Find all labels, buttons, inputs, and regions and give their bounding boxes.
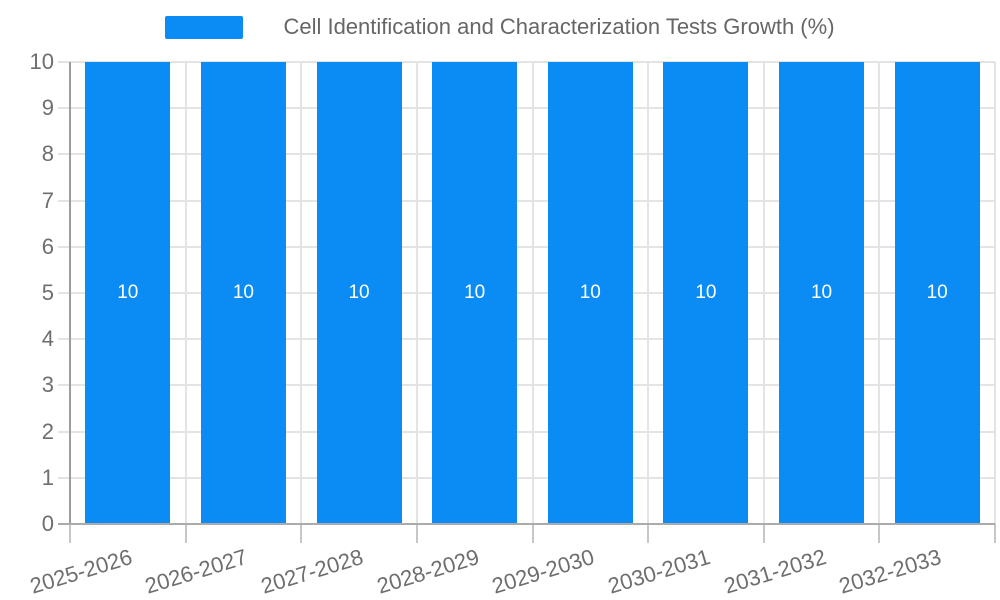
x-gridline [647,62,650,524]
x-tick-mark [531,524,534,543]
y-tick-label: 0 [41,511,54,536]
y-gridline [58,61,995,63]
bar[interactable] [663,62,749,524]
bar[interactable] [85,62,171,524]
bar-value-label: 10 [348,282,370,303]
y-gridline [58,107,995,110]
bar[interactable] [432,62,518,524]
y-tick-label: 3 [41,372,54,398]
x-tick-mark [647,524,650,543]
bar-value-label: 10 [695,282,717,303]
x-gridline [762,62,765,524]
y-gridline [58,384,995,387]
y-tick-label: 7 [41,187,54,213]
x-tick-mark [415,524,418,543]
y-gridline [58,338,995,341]
bar[interactable] [894,62,980,524]
x-tick-mark [69,524,71,543]
y-gridline [58,292,995,294]
y-tick-label: 10 [29,49,54,74]
y-axis-line [69,62,71,524]
bar[interactable] [547,62,633,524]
x-tick-mark [878,524,881,543]
bar[interactable] [316,62,402,524]
y-tick-label: 8 [41,141,54,167]
x-axis-line [58,523,995,525]
y-tick-label: 1 [41,464,54,490]
bar[interactable] [779,62,865,524]
legend-swatch-icon [165,15,244,39]
y-gridline [58,430,995,433]
bar-value-label: 10 [579,282,601,303]
x-gridline [415,62,418,524]
x-gridline [531,62,534,524]
x-tick-mark [994,524,996,543]
x-gridline [300,62,303,524]
legend-label: Cell Identification and Characterization… [283,14,835,39]
x-gridline [184,62,187,524]
bar[interactable] [200,62,286,524]
y-tick-label: 4 [41,326,54,352]
bar-value-label: 10 [926,282,948,303]
bar-value-label: 10 [464,282,486,303]
y-gridline [58,199,995,202]
y-tick-label: 9 [41,95,54,121]
bar-value-label: 10 [810,282,833,303]
x-tick-mark [300,524,303,543]
y-tick-label: 6 [41,233,54,259]
bar-value-label: 10 [232,282,254,303]
bar-value-label: 10 [117,282,139,303]
y-tick-label: 5 [41,280,54,305]
y-gridline [58,153,995,156]
x-gridline [994,62,996,524]
x-gridline [878,62,881,524]
y-gridline [58,476,995,479]
x-tick-mark [762,524,765,543]
legend: Cell Identification and Characterization… [0,14,1000,40]
legend-item[interactable]: Cell Identification and Characterization… [165,14,835,40]
y-tick-label: 2 [41,418,54,444]
x-tick-mark [184,524,187,543]
y-gridline [58,245,995,248]
